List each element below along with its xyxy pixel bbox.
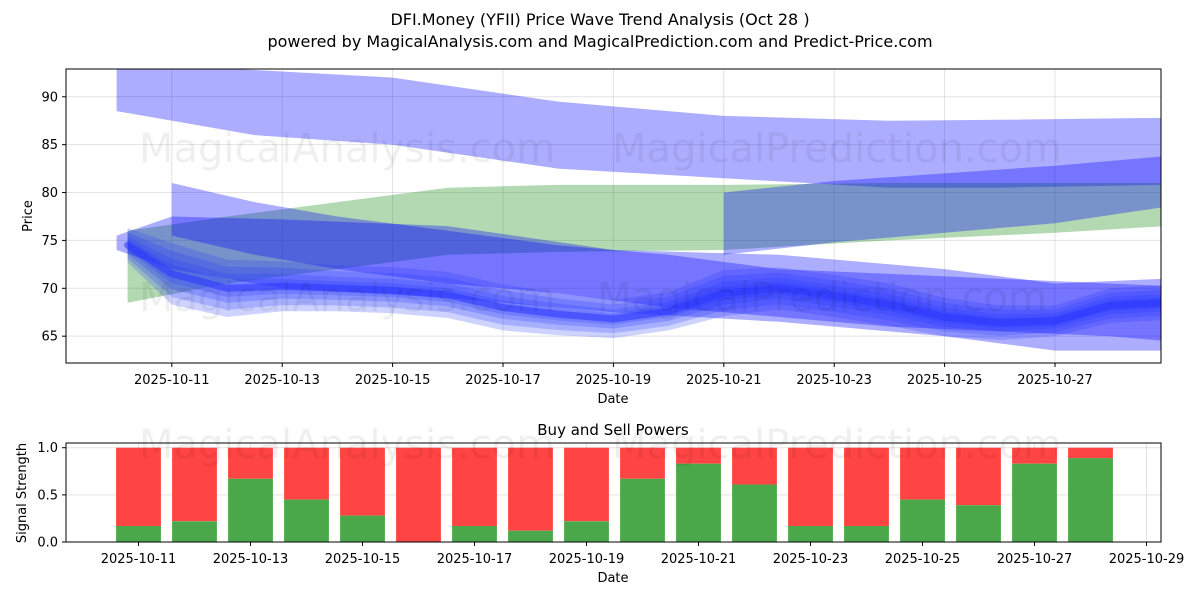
signal-y-tick-label: 0.5 [37, 488, 58, 503]
sell-bar [732, 447, 777, 485]
sell-bar [228, 447, 273, 479]
price-y-axis-label: Price [21, 200, 36, 232]
signal-x-axis-label: Date [597, 571, 628, 586]
signal-plot-frame [65, 442, 1162, 543]
price-band [116, 216, 1161, 351]
price-band [116, 69, 1161, 188]
sell-bar [956, 447, 1001, 506]
buy-bar [676, 463, 721, 542]
signal-y-tick-label: 0.0 [37, 536, 58, 551]
chart-subtitle: powered by MagicalAnalysis.com and Magic… [267, 32, 932, 51]
price-panel: MagicalAnalysis.com MagicalPrediction.co… [21, 68, 1162, 407]
signal-title: Buy and Sell Powers [537, 421, 689, 439]
watermark-prediction-top: MagicalPrediction.com [612, 126, 1062, 172]
sell-bar [676, 447, 721, 464]
price-y-tick-label: 85 [41, 138, 58, 153]
sell-bar [116, 447, 161, 526]
buy-bar [116, 526, 161, 542]
watermark-prediction-bottom: MagicalPrediction.com [612, 422, 1062, 468]
watermark-analysis-mid: MagicalAnalysis.com [139, 275, 555, 321]
buy-bar [956, 505, 1001, 542]
sell-bar [620, 447, 665, 479]
signal-x-tick-label: 2025-10-23 [773, 552, 849, 567]
price-x-tick-label: 2025-10-13 [244, 373, 320, 388]
price-x-tick-label: 2025-10-17 [465, 373, 541, 388]
signal-y-tick-label: 1.0 [37, 441, 58, 456]
price-x-tick-label: 2025-10-23 [796, 373, 872, 388]
price-band [723, 156, 1161, 255]
signal-x-tick-label: 2025-10-25 [885, 552, 961, 567]
sell-bar [452, 447, 497, 526]
buy-bar [620, 478, 665, 542]
sell-bar [508, 447, 553, 531]
buy-bar [452, 526, 497, 542]
price-x-tick-label: 2025-10-19 [576, 373, 652, 388]
buy-bar [564, 521, 609, 542]
price-x-tick-label: 2025-10-21 [686, 373, 762, 388]
price-y-tick-label: 70 [41, 282, 58, 297]
signal-x-tick-label: 2025-10-27 [997, 552, 1073, 567]
signal-x-tick-label: 2025-10-17 [437, 552, 513, 567]
signal-panel: Buy and Sell Powers MagicalAnalysis.com … [15, 421, 1184, 586]
buy-bar [340, 515, 385, 542]
signal-x-tick-label: 2025-10-15 [325, 552, 401, 567]
price-band [171, 183, 1161, 341]
sell-bar [1068, 447, 1113, 459]
price-x-tick-label: 2025-10-27 [1017, 373, 1093, 388]
buy-bar [172, 521, 217, 542]
watermark-analysis-top: MagicalAnalysis.com [139, 126, 555, 172]
buy-bar [900, 499, 945, 542]
price-x-tick-label: 2025-10-11 [134, 373, 210, 388]
buy-bar [844, 526, 889, 542]
sell-bar [340, 447, 385, 516]
buy-bar [508, 530, 553, 542]
signal-x-tick-label: 2025-10-29 [1109, 552, 1185, 567]
price-y-tick-label: 75 [41, 234, 58, 249]
price-y-tick-label: 80 [41, 186, 58, 201]
signal-x-tick-label: 2025-10-21 [661, 552, 737, 567]
price-y-tick-label: 65 [41, 330, 58, 345]
sell-bar [1012, 447, 1057, 464]
sell-bar [788, 447, 833, 526]
price-x-tick-label: 2025-10-15 [355, 373, 431, 388]
sell-bar [284, 447, 329, 500]
price-x-tick-label: 2025-10-25 [907, 373, 983, 388]
sell-bar [396, 447, 441, 542]
buy-bar [228, 478, 273, 542]
sell-bar [172, 447, 217, 522]
signal-x-tick-label: 2025-10-13 [213, 552, 289, 567]
price-y-tick-label: 90 [41, 90, 58, 105]
chart-title: DFI.Money (YFII) Price Wave Trend Analys… [390, 10, 809, 29]
wave-center-line [124, 241, 1161, 327]
signal-x-tick-label: 2025-10-19 [549, 552, 625, 567]
signal-x-tick-label: 2025-10-11 [101, 552, 177, 567]
watermark-analysis-bottom: MagicalAnalysis.com [139, 422, 555, 468]
buy-bar [788, 526, 833, 542]
price-x-axis-label: Date [597, 392, 628, 407]
buy-bar [1068, 458, 1113, 542]
wave-ribbon [127, 228, 1161, 340]
signal-y-axis-label: Signal Strength [15, 443, 30, 543]
buy-bar [284, 499, 329, 542]
sell-bar [844, 447, 889, 526]
buy-bar [1012, 463, 1057, 542]
sell-bar [900, 447, 945, 500]
sell-bar [564, 447, 609, 522]
price-band [127, 183, 1161, 303]
watermark-prediction-mid: MagicalPrediction.com [597, 275, 1047, 321]
buy-bar [732, 484, 777, 542]
